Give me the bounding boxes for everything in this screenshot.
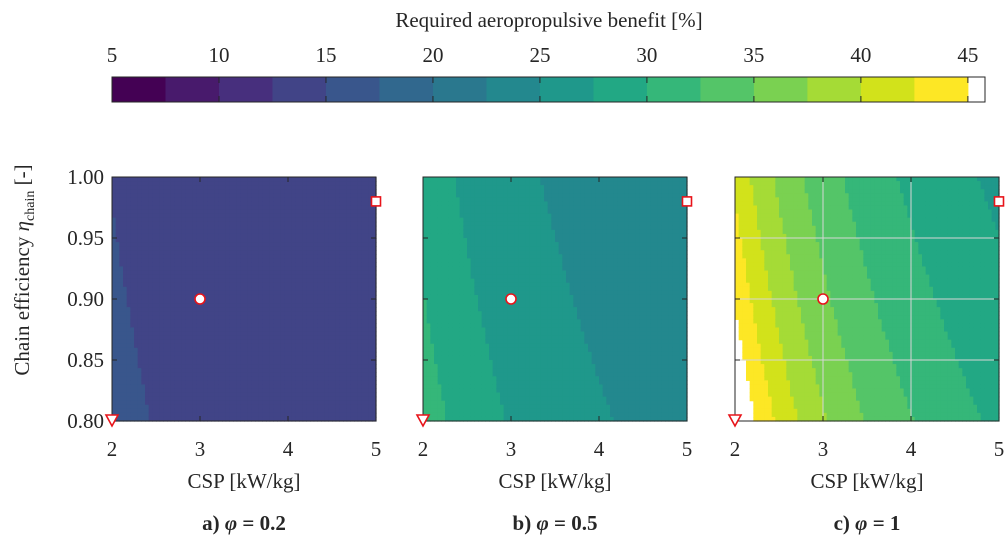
x-tick-label: 2 xyxy=(730,437,741,461)
marker-circle xyxy=(505,293,517,305)
y-tick-label: 0.80 xyxy=(67,409,104,433)
colorbar-tick-label: 10 xyxy=(208,43,229,67)
colorbar-tick-label: 20 xyxy=(422,43,443,67)
x-tick-label: 3 xyxy=(506,437,517,461)
colorbar-swatch xyxy=(753,77,808,102)
colorbar-swatch xyxy=(272,77,327,102)
marker-triangle xyxy=(104,414,120,428)
colorbar-tick-label: 40 xyxy=(850,43,871,67)
x-tick-label: 3 xyxy=(195,437,206,461)
x-tick-label: 4 xyxy=(283,437,294,461)
colorbar-tick-label: 25 xyxy=(529,43,550,67)
panel-caption: c) φ = 1 xyxy=(834,511,901,535)
panel-c: 2 3 4 5 CSP [kW/kg] c) φ = 1 xyxy=(727,176,1005,535)
x-tick-label: 2 xyxy=(418,437,429,461)
contour-fill xyxy=(112,177,377,422)
contour-fill xyxy=(423,177,688,422)
colorbar-swatch xyxy=(593,77,648,102)
y-tick-label: 0.95 xyxy=(67,226,104,250)
colorbar-tick-label: 35 xyxy=(743,43,764,67)
y-axis-label: Chain efficiency ηchain [-] xyxy=(10,164,38,375)
marker-circle xyxy=(817,293,829,305)
x-tick-label: 2 xyxy=(107,437,118,461)
colorbar-swatch xyxy=(486,77,541,102)
colorbar-swatch xyxy=(860,77,915,102)
colorbar-swatch xyxy=(112,77,166,102)
x-axis-label: CSP [kW/kg] xyxy=(499,469,612,493)
colorbar-swatch xyxy=(432,77,487,102)
colorbar-tick-label: 30 xyxy=(636,43,657,67)
panel-a: 2 3 4 5 0.80 0.85 0.90 0.95 1.00 CSP [kW/kg] a) φ … xyxy=(67,165,382,535)
x-tick-label: 5 xyxy=(371,437,382,461)
colorbar-frame xyxy=(111,76,986,103)
marker-square xyxy=(370,196,382,207)
panel-caption: b) φ = 0.5 xyxy=(513,511,598,535)
x-axis-label: CSP [kW/kg] xyxy=(811,469,924,493)
colorbar: Required aeropropulsive benefit [%] 5 10 1… xyxy=(107,8,986,103)
marker-circle xyxy=(194,293,206,305)
y-tick-label: 1.00 xyxy=(67,165,104,189)
x-axis-label: CSP [kW/kg] xyxy=(188,469,301,493)
colorbar-swatch xyxy=(646,77,701,102)
colorbar-tick-label: 15 xyxy=(315,43,336,67)
y-tick-label: 0.85 xyxy=(67,348,104,372)
y-tick-label: 0.90 xyxy=(67,287,104,311)
panel-b: 2 3 4 5 CSP [kW/kg] b) φ = 0.5 xyxy=(415,176,693,535)
colorbar-tick-label: 45 xyxy=(957,43,978,67)
colorbar-swatch xyxy=(325,77,380,102)
colorbar-swatch xyxy=(379,77,434,102)
colorbar-swatch xyxy=(914,77,969,102)
colorbar-swatch xyxy=(539,77,594,102)
marker-triangle xyxy=(415,414,431,428)
x-tick-label: 4 xyxy=(906,437,917,461)
contour-fill xyxy=(735,177,1000,422)
x-tick-label: 3 xyxy=(818,437,829,461)
colorbar-swatch xyxy=(700,77,755,102)
x-tick-label: 4 xyxy=(594,437,605,461)
colorbar-swatch xyxy=(807,77,862,102)
colorbar-title: Required aeropropulsive benefit [%] xyxy=(395,8,702,32)
x-tick-label: 5 xyxy=(994,437,1005,461)
marker-triangle xyxy=(727,414,743,428)
colorbar-swatch xyxy=(218,77,273,102)
colorbar-tick-label: 5 xyxy=(107,43,118,67)
marker-square xyxy=(993,196,1005,207)
panel-caption: a) φ = 0.2 xyxy=(202,511,286,535)
x-tick-label: 5 xyxy=(682,437,693,461)
marker-square xyxy=(681,196,693,207)
colorbar-swatch xyxy=(165,77,220,102)
